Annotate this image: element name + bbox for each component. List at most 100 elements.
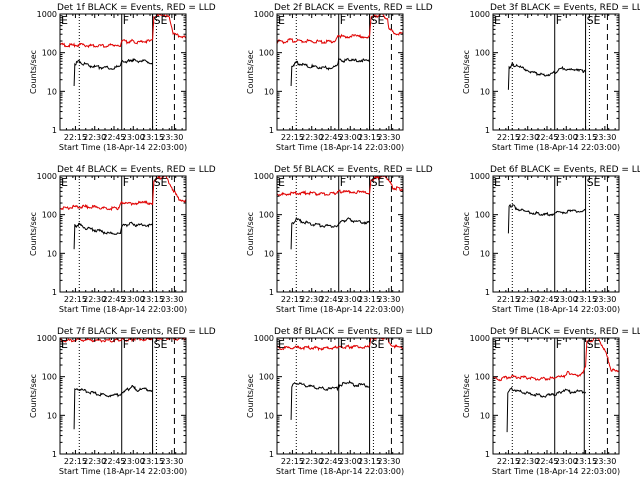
- x-tick-label: 22:45: [102, 133, 125, 142]
- y-tick-label: 1000: [470, 172, 490, 181]
- x-tick-label: 23:15: [574, 295, 597, 304]
- x-axis-label: Start Time (18-Apr-14 22:03:00): [59, 467, 187, 476]
- x-tick-label: 23:30: [160, 457, 183, 466]
- y-axis-label: Counts/sec: [29, 50, 38, 94]
- x-tick-label: 23:00: [339, 133, 362, 142]
- x-tick-label: 22:15: [497, 295, 520, 304]
- x-tick-label: 23:30: [160, 295, 183, 304]
- x-tick-label: 23:30: [377, 295, 400, 304]
- y-tick-label: 1: [52, 450, 57, 459]
- y-tick-label: 1: [269, 450, 274, 459]
- x-tick-label: 22:45: [102, 295, 125, 304]
- x-tick-label: 22:45: [319, 295, 342, 304]
- segment-marker-label: F: [123, 338, 129, 351]
- plot-frame: [59, 13, 187, 131]
- x-tick-label: 23:30: [160, 133, 183, 142]
- detector-panel: Det 1f BLACK = Events, RED = LLD 1 10 100 10…: [29, 3, 216, 152]
- y-tick-label: 1: [269, 288, 274, 297]
- x-tick-label: 23:15: [574, 457, 597, 466]
- events-series-line: [73, 57, 154, 87]
- x-tick-label: 22:45: [102, 457, 125, 466]
- y-axis-label: Counts/sec: [462, 50, 471, 94]
- panel-title: Det 1f BLACK = Events, RED = LLD: [57, 3, 216, 13]
- x-tick-label: 22:15: [64, 457, 87, 466]
- x-tick-label: 22:30: [516, 457, 539, 466]
- plot-frame: [492, 337, 620, 455]
- segment-marker-label: E: [61, 14, 68, 27]
- y-tick-label: 1: [52, 288, 57, 297]
- panel-title: Det 7f BLACK = Events, RED = LLD: [57, 327, 216, 337]
- x-tick-label: 22:30: [300, 457, 323, 466]
- panel-title: Det 5f BLACK = Events, RED = LLD: [274, 165, 433, 175]
- x-tick-label: 23:00: [555, 295, 578, 304]
- segment-marker-label: SE: [154, 176, 168, 189]
- x-tick-label: 22:45: [319, 133, 342, 142]
- y-tick-label: 100: [259, 373, 274, 382]
- x-tick-label: 23:15: [141, 457, 164, 466]
- y-tick-label: 1000: [37, 334, 57, 343]
- x-tick-label: 23:00: [555, 133, 578, 142]
- x-tick-label: 22:30: [83, 133, 106, 142]
- x-axis-label: Start Time (18-Apr-14 22:03:00): [276, 467, 404, 476]
- detector-panel: Det 8f BLACK = Events, RED = LLD 1 10 100 10…: [246, 327, 433, 476]
- x-tick-label: 23:30: [377, 457, 400, 466]
- segment-marker-label: SE: [587, 338, 601, 351]
- y-tick-label: 1000: [37, 10, 57, 19]
- y-tick-label: 10: [264, 87, 274, 96]
- y-axis-label: Counts/sec: [246, 50, 255, 94]
- y-axis-label: Counts/sec: [29, 374, 38, 418]
- y-tick-label: 10: [264, 411, 274, 420]
- x-tick-label: 22:15: [64, 295, 87, 304]
- x-tick-label: 22:15: [281, 457, 304, 466]
- lld-series-line: [277, 14, 403, 45]
- y-tick-label: 100: [475, 211, 490, 220]
- x-tick-label: 23:00: [339, 295, 362, 304]
- x-axis-label: Start Time (18-Apr-14 22:03:00): [276, 143, 404, 152]
- plot-frame: [276, 337, 404, 455]
- y-tick-label: 10: [480, 411, 490, 420]
- plot-frame: [59, 337, 187, 455]
- y-axis-label: Counts/sec: [246, 212, 255, 256]
- segment-marker-label: SE: [154, 14, 168, 27]
- y-axis-label: Counts/sec: [462, 212, 471, 256]
- segment-marker-label: SE: [371, 176, 385, 189]
- segment-marker-label: F: [340, 14, 346, 27]
- y-tick-label: 10: [47, 411, 57, 420]
- x-tick-label: 23:00: [122, 457, 145, 466]
- y-tick-label: 100: [259, 49, 274, 58]
- segment-marker-label: E: [494, 14, 501, 27]
- x-tick-label: 22:15: [64, 133, 87, 142]
- segment-marker-label: F: [556, 176, 562, 189]
- plot-frame: [492, 13, 620, 131]
- x-tick-label: 23:00: [555, 457, 578, 466]
- panel-title: Det 9f BLACK = Events, RED = LLD: [490, 327, 640, 337]
- events-series-line: [507, 62, 586, 90]
- segment-marker-label: E: [278, 176, 285, 189]
- x-axis-label: Start Time (18-Apr-14 22:03:00): [59, 143, 187, 152]
- segment-marker-label: SE: [154, 338, 168, 351]
- x-tick-label: 22:15: [497, 457, 520, 466]
- x-axis-label: Start Time (18-Apr-14 22:03:00): [492, 143, 620, 152]
- segment-marker-label: F: [123, 176, 129, 189]
- lld-series-line: [493, 338, 619, 382]
- plot-frame: [492, 175, 620, 293]
- x-tick-label: 22:15: [281, 295, 304, 304]
- x-tick-label: 22:15: [497, 133, 520, 142]
- x-axis-label: Start Time (18-Apr-14 22:03:00): [492, 467, 620, 476]
- events-series-line: [507, 203, 586, 234]
- x-tick-label: 23:15: [358, 133, 381, 142]
- y-axis-label: Counts/sec: [462, 374, 471, 418]
- x-tick-label: 22:45: [319, 457, 342, 466]
- lld-series-line: [60, 14, 186, 49]
- x-tick-label: 23:00: [339, 457, 362, 466]
- x-tick-label: 23:15: [358, 457, 381, 466]
- segment-marker-label: E: [494, 338, 501, 351]
- y-tick-label: 100: [42, 373, 57, 382]
- detector-panel: Det 2f BLACK = Events, RED = LLD 1 10 100 10…: [246, 3, 433, 152]
- y-tick-label: 10: [480, 87, 490, 96]
- plot-frame: [276, 175, 404, 293]
- x-tick-label: 23:30: [593, 295, 616, 304]
- segment-marker-label: F: [556, 338, 562, 351]
- y-tick-label: 100: [475, 373, 490, 382]
